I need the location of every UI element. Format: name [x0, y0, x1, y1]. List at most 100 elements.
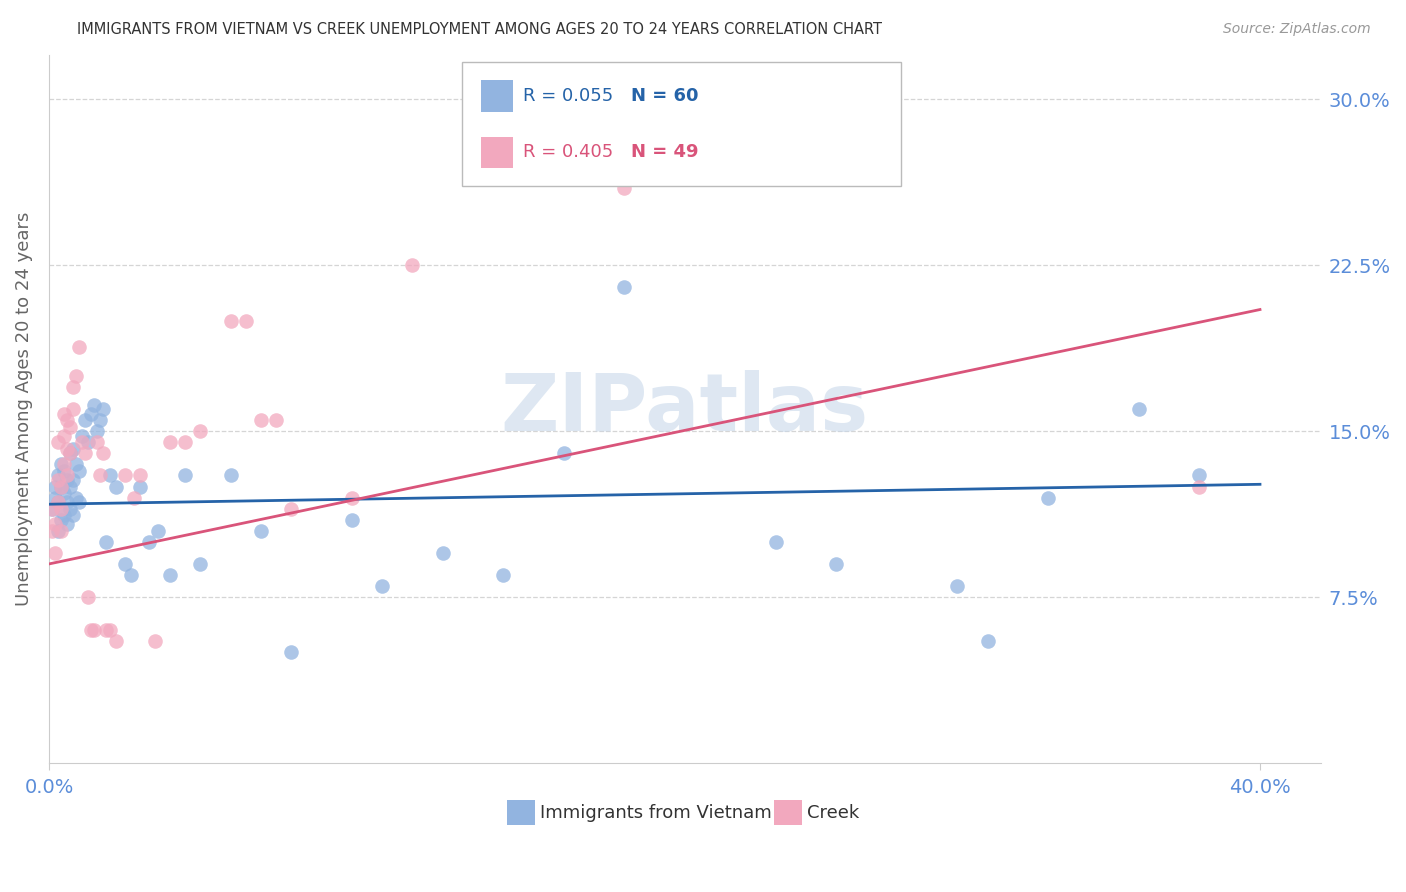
Point — [1188, 479, 1211, 493]
Point — [53, 508, 76, 523]
Point — [56, 442, 79, 456]
Point — [53, 428, 76, 442]
Point — [120, 568, 142, 582]
Point — [86, 424, 108, 438]
Point — [41, 501, 63, 516]
Point — [49, 479, 72, 493]
Point — [56, 473, 79, 487]
Text: IMMIGRANTS FROM VIETNAM VS CREEK UNEMPLOYMENT AMONG AGES 20 TO 24 YEARS CORRELAT: IMMIGRANTS FROM VIETNAM VS CREEK UNEMPLO… — [77, 22, 883, 37]
Point — [122, 491, 145, 505]
Point — [114, 557, 136, 571]
Point — [41, 501, 63, 516]
Point — [75, 413, 97, 427]
Point — [174, 468, 197, 483]
Point — [250, 413, 273, 427]
Point — [340, 513, 363, 527]
Point — [825, 557, 848, 571]
Point — [59, 419, 82, 434]
Point — [146, 524, 169, 538]
Y-axis label: Unemployment Among Ages 20 to 24 years: Unemployment Among Ages 20 to 24 years — [15, 212, 32, 607]
Point — [264, 413, 287, 427]
Point — [80, 624, 103, 638]
Point — [49, 513, 72, 527]
Point — [56, 413, 79, 427]
Point — [86, 435, 108, 450]
Text: R = 0.405: R = 0.405 — [523, 144, 613, 161]
Text: R = 0.055: R = 0.055 — [523, 87, 613, 105]
Text: Creek: Creek — [807, 804, 859, 822]
Point — [75, 446, 97, 460]
Point — [46, 495, 69, 509]
Text: N = 49: N = 49 — [631, 144, 699, 161]
Point — [98, 624, 121, 638]
Point — [976, 634, 998, 648]
Point — [53, 486, 76, 500]
Point — [89, 468, 111, 483]
Point — [93, 446, 115, 460]
Point — [59, 446, 82, 460]
Point — [340, 491, 363, 505]
Point — [104, 634, 127, 648]
Point — [67, 495, 90, 509]
Point — [49, 458, 72, 472]
Point — [41, 524, 63, 538]
Point — [46, 495, 69, 509]
Point — [143, 634, 166, 648]
Point — [56, 517, 79, 532]
Point — [65, 368, 87, 383]
Point — [72, 435, 94, 450]
Point — [280, 501, 302, 516]
Point — [128, 479, 150, 493]
Point — [49, 524, 72, 538]
Point — [1188, 468, 1211, 483]
Point — [250, 524, 273, 538]
Point — [44, 479, 66, 493]
Point — [93, 402, 115, 417]
Point — [188, 557, 211, 571]
Point — [80, 407, 103, 421]
Point — [98, 468, 121, 483]
Point — [219, 313, 242, 327]
Point — [114, 468, 136, 483]
FancyBboxPatch shape — [506, 800, 534, 825]
Point — [138, 534, 160, 549]
Point — [492, 568, 515, 582]
Text: N = 60: N = 60 — [631, 87, 699, 105]
Point — [46, 435, 69, 450]
Point — [65, 458, 87, 472]
Point — [59, 446, 82, 460]
Point — [219, 468, 242, 483]
Point — [62, 473, 84, 487]
Point — [83, 624, 105, 638]
Point — [49, 501, 72, 516]
Point — [77, 590, 100, 604]
Point — [159, 435, 181, 450]
FancyBboxPatch shape — [481, 80, 513, 112]
Point — [65, 491, 87, 505]
Point — [59, 479, 82, 493]
Point — [96, 534, 118, 549]
Point — [72, 428, 94, 442]
Point — [62, 402, 84, 417]
Point — [53, 458, 76, 472]
Point — [946, 579, 969, 593]
Point — [67, 464, 90, 478]
Point — [188, 424, 211, 438]
Point — [62, 442, 84, 456]
Point — [59, 501, 82, 516]
Point — [56, 495, 79, 509]
Point — [159, 568, 181, 582]
Point — [62, 380, 84, 394]
Point — [553, 446, 575, 460]
Text: Source: ZipAtlas.com: Source: ZipAtlas.com — [1223, 22, 1371, 37]
FancyBboxPatch shape — [773, 800, 801, 825]
Point — [46, 473, 69, 487]
Point — [401, 258, 423, 272]
Point — [44, 491, 66, 505]
Point — [432, 546, 454, 560]
Point — [280, 645, 302, 659]
Text: Immigrants from Vietnam: Immigrants from Vietnam — [540, 804, 772, 822]
Point — [53, 407, 76, 421]
Text: ZIPatlas: ZIPatlas — [501, 370, 869, 448]
Point — [1036, 491, 1059, 505]
